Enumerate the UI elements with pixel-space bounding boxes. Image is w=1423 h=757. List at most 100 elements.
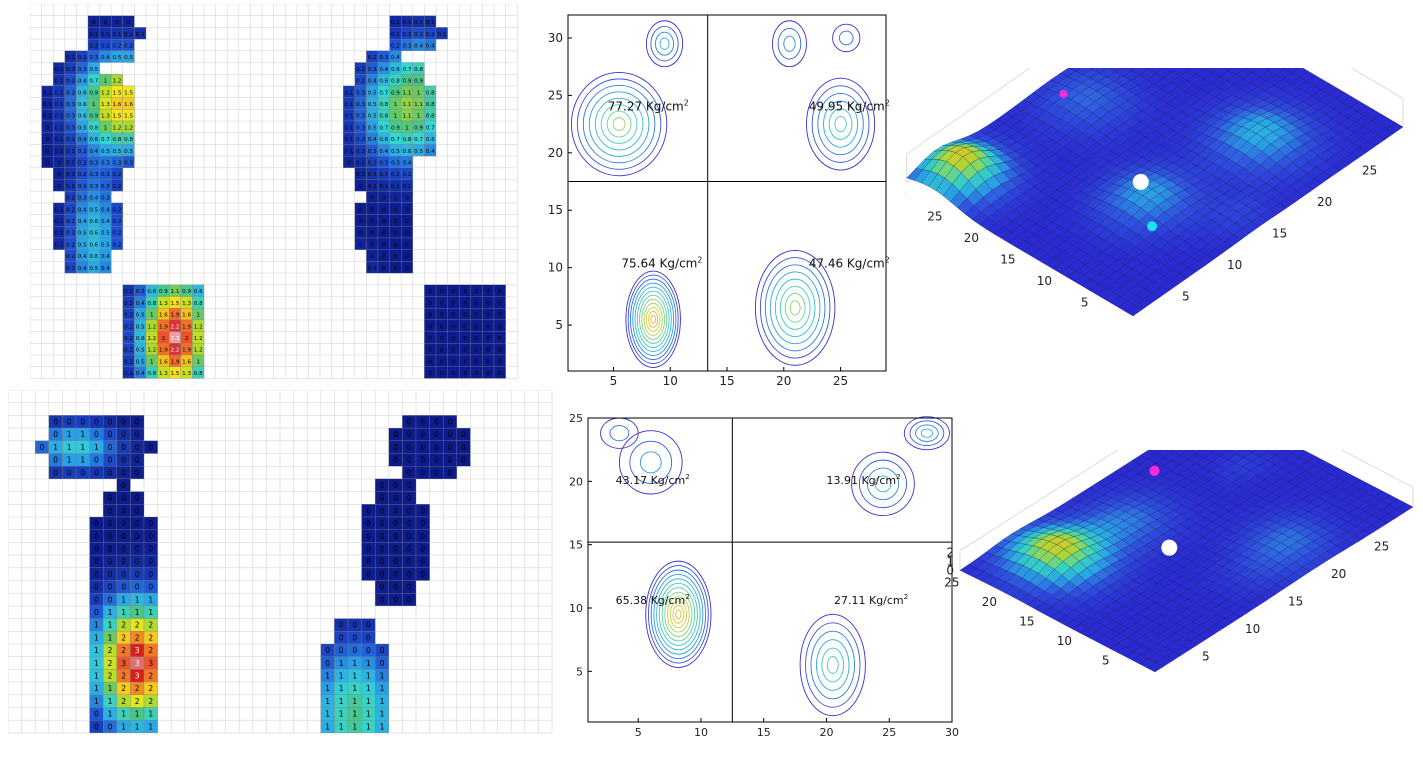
heatmap-cell-value: 0.3 <box>403 44 412 50</box>
contour-line <box>904 417 949 450</box>
heatmap-cell-value: 1 <box>196 313 200 319</box>
heatmap-cell-value: 0.5 <box>136 313 145 319</box>
heatmap-cell-value: 0.1 <box>55 125 64 131</box>
pressure-annotation: 65.38 Kg/cm2 <box>616 592 690 607</box>
heatmap-cell-value: 0.3 <box>101 172 110 178</box>
heatmap-cell-value: 0 <box>407 519 412 528</box>
heatmap-cell-value: 0.7 <box>426 125 435 131</box>
heatmap-cell-value: 1 <box>352 684 357 693</box>
heatmap-cell-value: 0 <box>359 231 363 237</box>
heatmap-cell-value: 0.3 <box>66 102 75 108</box>
heatmap-cell-value: 1.3 <box>159 301 168 307</box>
heatmap-cell-value: 0 <box>352 633 357 642</box>
heatmap-cell-value: 0.1 <box>43 114 52 120</box>
heatmap-cell-value: 0.3 <box>356 114 365 120</box>
heatmap-cell-value: 0 <box>407 494 412 503</box>
x-tick-label: 20 <box>776 374 791 388</box>
heatmap-cell-value: 1 <box>135 722 140 731</box>
heatmap-cell-value: 0 <box>135 430 140 439</box>
surface-mesh <box>960 450 1413 672</box>
heatmap-cell-value: 0 <box>394 231 398 237</box>
heatmap-cell-value: 0.5 <box>101 231 110 237</box>
heatmap-cell-value: 0 <box>108 456 113 465</box>
contour-line <box>601 418 639 448</box>
pressure-annotation: 49.95 Kg/cm2 <box>809 98 890 113</box>
heatmap-cell-value: 0 <box>440 336 444 342</box>
heatmap-cell-value: 0 <box>463 336 467 342</box>
heatmap-cell-value: 0 <box>486 359 490 365</box>
contour-line <box>657 579 701 650</box>
heatmap-cell-value: 0.2 <box>124 301 133 307</box>
heatmap-cell-value: 1 <box>405 125 409 131</box>
heatmap-cell-value: 0 <box>394 254 398 260</box>
x-tick-label: 20 <box>819 726 833 739</box>
heatmap-cell-value: 0.2 <box>113 207 122 213</box>
heatmap-cell-value: 1.1 <box>403 114 412 120</box>
heatmap-cell-value: 0 <box>57 184 61 190</box>
heatmap-cell-value: 0 <box>339 646 344 655</box>
heatmap-cell-value: 1 <box>94 684 99 693</box>
heatmap-cell-value: 0 <box>108 532 113 541</box>
heatmap-cell-value: 1 <box>380 684 385 693</box>
heatmap-cell-value: 0.3 <box>368 149 377 155</box>
annotation-text: 43.17 Kg/cm <box>616 474 686 487</box>
annotation-superscript: 2 <box>885 256 890 265</box>
heatmap-cell-value: 0.2 <box>66 231 75 237</box>
heatmap-cell-value: 0.4 <box>379 67 388 73</box>
heatmap-cell-value: 0.4 <box>403 161 412 167</box>
y-tick-label: 30 <box>548 31 563 45</box>
heatmap-cell-value: 0 <box>380 532 385 541</box>
heatmap-cell-value: 0 <box>498 359 502 365</box>
heatmap-cell-value: 0 <box>382 254 386 260</box>
heatmap-cell-value: 0.1 <box>345 102 354 108</box>
heatmap-cell-value: 0.1 <box>345 137 354 143</box>
contour-line <box>649 311 658 327</box>
marker-magenta <box>1150 466 1160 476</box>
heatmap-cell-value: 0 <box>366 532 371 541</box>
heatmap-cell-value: 2 <box>135 684 140 693</box>
heatmap-cell-value: 0 <box>498 348 502 354</box>
y-tick-label: 10 <box>569 602 583 615</box>
heatmap-cell-value: 2.3 <box>171 336 180 342</box>
contour-line <box>660 38 669 49</box>
contour-line <box>829 109 852 140</box>
heatmap-cell-value: 0.3 <box>78 184 87 190</box>
heatmap-cell-value: 0 <box>428 301 432 307</box>
heatmap-cell-value: 0.2 <box>124 313 133 319</box>
heatmap-cell-value: 0.4 <box>78 137 87 143</box>
heatmap-cell-value: 0.6 <box>89 254 98 260</box>
heatmap-cell-value: 0.2 <box>368 161 377 167</box>
heatmap-cell-value: 0 <box>428 289 432 295</box>
heatmap-cell-value: 0.4 <box>426 44 435 50</box>
heatmap-cell-value: 0.5 <box>368 125 377 131</box>
heatmap-cell-value: 0 <box>53 456 58 465</box>
heatmap-cell-value: 0.8 <box>379 102 388 108</box>
heatmap-cell-value: 1 <box>366 672 371 681</box>
heatmap-cell-value: 1 <box>417 90 421 96</box>
heatmap-cell-value: 0.5 <box>136 348 145 354</box>
heatmap-cell-value: 1.5 <box>124 90 133 96</box>
y-tick-label: 25 <box>927 210 942 224</box>
heatmap-cell-value: 0.6 <box>391 67 400 73</box>
heatmap-cell-value: 2 <box>148 621 153 630</box>
marker-magenta <box>1060 90 1068 98</box>
heatmap-cell-value: 0 <box>486 301 490 307</box>
heatmap-cell-value: 0 <box>440 324 444 330</box>
heatmap-cell-value: 2 <box>121 621 126 630</box>
heatmap-cell-value: 0 <box>121 545 126 554</box>
heatmap-cell-value: 1 <box>94 443 99 452</box>
heatmap-cell-value: 0 <box>434 468 439 477</box>
plot-frame <box>588 418 952 722</box>
heatmap-cell-value: 0 <box>380 595 385 604</box>
heatmap-cell-value: 0.8 <box>194 301 203 307</box>
heatmap-cell-value: 1.2 <box>147 324 156 330</box>
heatmap-cell-value: 1 <box>121 595 126 604</box>
heatmap-cell-value: 0.1 <box>124 289 133 295</box>
heatmap-cell-value: 0.1 <box>55 114 64 120</box>
y-tick-label: 15 <box>1019 615 1034 629</box>
y-tick-label: 15 <box>548 203 563 217</box>
heatmap-cell-value: 0 <box>486 336 490 342</box>
heatmap-cell-value: 0.2 <box>124 44 133 50</box>
